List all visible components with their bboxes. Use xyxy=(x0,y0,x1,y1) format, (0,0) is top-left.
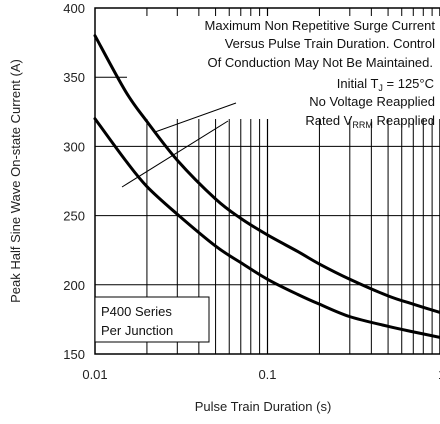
x-tick-label: 0.01 xyxy=(82,367,107,382)
y-tick-label: 200 xyxy=(63,278,85,293)
annotation-title-line-1: Maximum Non Repetitive Surge Current xyxy=(205,18,436,33)
initial-tj-label: Initial TJ = 125°C xyxy=(337,76,434,93)
leader-line-no-voltage xyxy=(154,102,237,133)
curve-label-rated-vrrm: Rated VRRM Reapplied xyxy=(305,113,435,130)
y-tick-label: 300 xyxy=(63,139,85,154)
x-tick-label: 1 xyxy=(438,367,440,382)
y-axis-title: Peak Half Sine Wave On-state Current (A) xyxy=(8,59,23,303)
x-tick-label: 0.1 xyxy=(258,367,276,382)
y-tick-label: 250 xyxy=(63,209,85,224)
series-box-line-1: P400 Series xyxy=(101,304,172,319)
y-tick-label: 350 xyxy=(63,70,85,85)
series-line-2 xyxy=(93,117,440,339)
tick-labels: 150 200 250 300 350 400 0.01 0.1 1 xyxy=(63,1,440,382)
series-box-line-2: Per Junction xyxy=(101,323,173,338)
y-tick-label: 400 xyxy=(63,1,85,16)
y-tick-label: 150 xyxy=(63,347,85,362)
plot-frame xyxy=(94,7,440,355)
x-axis-title: Pulse Train Duration (s) xyxy=(195,399,332,414)
series-line-1 xyxy=(93,34,440,314)
annotation-backdrop xyxy=(127,16,440,119)
leader-line-rated-vrrm xyxy=(121,120,229,188)
annotation-title-line-3: Of Conduction May Not Be Maintained. xyxy=(208,55,433,70)
series-info-box xyxy=(94,296,210,343)
annotation-title-line-2: Versus Pulse Train Duration. Control xyxy=(225,36,435,51)
series-layer xyxy=(93,34,440,339)
curve-label-no-voltage: No Voltage Reapplied xyxy=(309,94,435,109)
